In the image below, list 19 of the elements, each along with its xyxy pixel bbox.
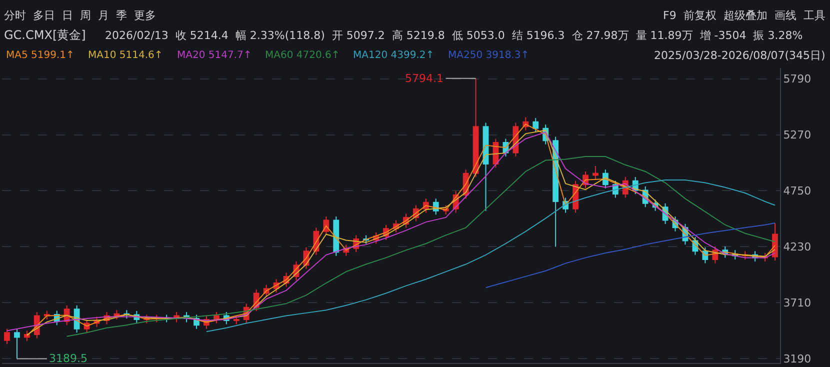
text: MA60 4720.6↑ <box>265 50 340 61</box>
y-tick-label: 4750 <box>783 184 812 198</box>
y-tick-label: 4230 <box>783 240 812 254</box>
y-tick-label: 3190 <box>783 352 812 366</box>
text: 2026/02/13 收 5214.4 幅 2.33%(118.8) 开 5097.2 高 5219.8 低 5053.0 结 5196.3 仓 27.98万 量 11.89万 增 -3504 振 3.28% <box>105 29 803 42</box>
text: MA10 5114.6↑ <box>88 50 163 61</box>
annotation: 3189.5 <box>49 352 88 365</box>
text: MA20 5147.7↑ <box>177 50 252 61</box>
annotation: 5794.1 <box>405 72 444 85</box>
text: MA5 5199.1↑ <box>6 50 74 61</box>
y-tick-label: 5270 <box>783 128 812 142</box>
text: MA250 3918.3↑ <box>448 50 530 61</box>
text: MA120 4399.2↑ <box>353 50 434 61</box>
y-tick-label: 3710 <box>783 296 812 310</box>
text: F9 前复权 超级叠加 画线 工具 <box>663 9 826 22</box>
text: 分时 多日 日 周 月 季 更多 <box>4 9 156 22</box>
text: 2025/03/28-2026/08/07(345日) <box>654 49 826 62</box>
chart-title: GC.CMX[黄金] <box>4 28 86 42</box>
y-tick-label: 5790 <box>783 72 812 86</box>
